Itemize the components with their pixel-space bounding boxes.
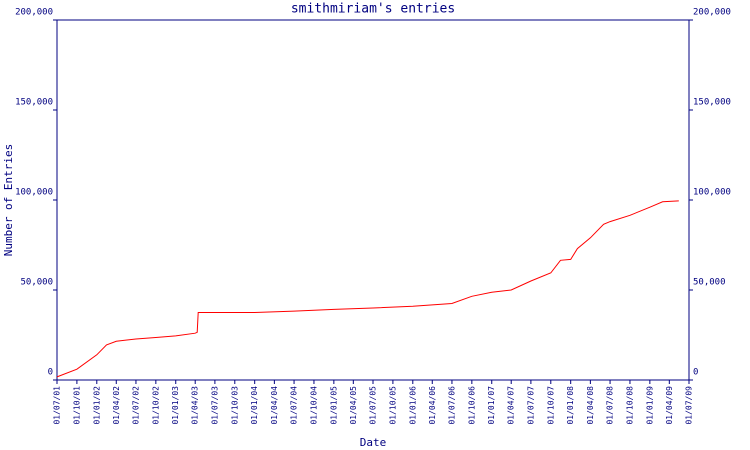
x-tick-label: 01/01/06 bbox=[408, 386, 417, 425]
x-tick-label: 01/10/04 bbox=[309, 386, 318, 425]
y-tick-label: 150,000 bbox=[15, 98, 53, 108]
x-tick-label: 01/04/03 bbox=[191, 386, 200, 425]
y2-tick-label: 0 bbox=[693, 368, 698, 378]
x-tick-label: 01/07/03 bbox=[210, 386, 219, 425]
x-tick-label: 01/04/07 bbox=[507, 386, 516, 425]
x-tick-label: 01/04/02 bbox=[112, 386, 121, 425]
x-tick-label: 01/07/02 bbox=[131, 386, 140, 425]
x-tick-label: 01/01/02 bbox=[92, 386, 101, 425]
x-tick-label: 01/04/06 bbox=[428, 386, 437, 425]
x-tick-label: 01/01/07 bbox=[487, 386, 496, 425]
x-tick-label: 01/07/04 bbox=[290, 386, 299, 425]
x-tick-label: 01/04/08 bbox=[586, 386, 595, 425]
y-axis-title: Number of Entries bbox=[2, 144, 15, 257]
x-tick-label: 01/07/07 bbox=[526, 386, 535, 425]
x-tick-label: 01/01/08 bbox=[566, 386, 575, 425]
x-tick-label: 01/04/04 bbox=[270, 386, 279, 425]
x-tick-label: 01/07/09 bbox=[685, 386, 694, 425]
x-tick-label: 01/10/03 bbox=[230, 386, 239, 425]
x-tick-label: 01/10/02 bbox=[151, 386, 160, 425]
plot-frame bbox=[56, 19, 690, 381]
x-tick-label: 01/01/04 bbox=[250, 386, 259, 425]
x-tick-label: 01/04/05 bbox=[349, 386, 358, 425]
x-tick-label: 01/10/05 bbox=[388, 386, 397, 425]
x-tick-label: 01/07/06 bbox=[447, 386, 456, 425]
x-tick-label: 01/01/05 bbox=[329, 386, 338, 425]
x-tick-label: 01/01/09 bbox=[645, 386, 654, 425]
x-tick-label: 01/10/01 bbox=[72, 386, 81, 425]
y-tick-label: 200,000 bbox=[15, 8, 53, 18]
x-tick-label: 01/10/06 bbox=[467, 386, 476, 425]
x-tick-label: 01/07/01 bbox=[53, 386, 62, 425]
chart-title: smithmiriam's entries bbox=[291, 2, 455, 17]
x-axis-title: Date bbox=[360, 436, 387, 449]
y2-tick-label: 50,000 bbox=[693, 278, 726, 288]
x-tick-label: 01/04/09 bbox=[665, 386, 674, 425]
y-tick-label: 100,000 bbox=[15, 188, 53, 198]
x-tick-label: 01/10/07 bbox=[546, 386, 555, 425]
data-line bbox=[56, 200, 679, 378]
x-tick-label: 01/07/08 bbox=[606, 386, 615, 425]
y2-tick-label: 150,000 bbox=[693, 98, 731, 108]
y-tick-label: 50,000 bbox=[20, 278, 53, 288]
x-tick-label: 01/07/05 bbox=[369, 386, 378, 425]
y2-tick-label: 200,000 bbox=[693, 8, 731, 18]
y-tick-label: 0 bbox=[48, 368, 53, 378]
y2-tick-label: 100,000 bbox=[693, 188, 731, 198]
x-tick-label: 01/10/08 bbox=[625, 386, 634, 425]
x-tick-label: 01/01/03 bbox=[171, 386, 180, 425]
